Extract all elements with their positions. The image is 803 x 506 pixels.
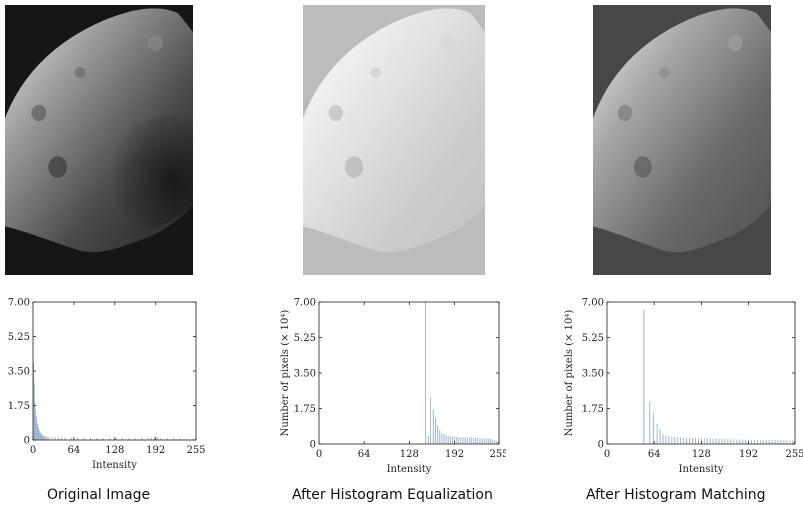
x-tick-label: 128 xyxy=(400,449,419,460)
x-tick-label: 255 xyxy=(489,449,506,460)
y-tick-label: 1.75 xyxy=(582,404,604,415)
x-tick-label: 64 xyxy=(68,445,81,456)
y-tick-label: 0 xyxy=(310,440,316,451)
x-tick-label: 0 xyxy=(604,449,610,460)
y-axis-label: Number of pixels (× 10⁴) xyxy=(280,310,291,437)
plot-frame xyxy=(318,301,500,445)
caption-after-matching: After Histogram Matching xyxy=(586,487,766,503)
x-tick-label: 255 xyxy=(186,445,205,456)
histogram-original-chart: 0 64 128 192 255 0 1.75 3.50 5.25 7.00 Intensity xyxy=(8,298,206,472)
plot-frame xyxy=(32,301,197,441)
x-axis-label: Intensity xyxy=(92,460,137,471)
x-tick-label: 128 xyxy=(692,449,711,460)
x-axis-label: Intensity xyxy=(679,464,724,475)
equalized-moon xyxy=(303,8,485,253)
x-tick-label: 64 xyxy=(648,449,661,460)
y-tick-label: 0 xyxy=(598,440,604,451)
y-axis-label: Number of pixels (× 10⁴) xyxy=(564,310,575,437)
x-tick-label: 0 xyxy=(30,445,36,456)
x-tick-label: 192 xyxy=(445,449,464,460)
y-tick-label: 5.25 xyxy=(582,333,604,344)
caption-original-image: Original Image xyxy=(47,487,151,503)
histogram-equalized-chart: 0 64 128 192 255 0 1.75 3.50 5.25 7.00 Intensity Nu… xyxy=(280,298,506,476)
x-tick-label: 0 xyxy=(316,449,322,460)
histogram-original: 0 64 128 192 255 0 1.75 3.50 5.25 7.00 Intensity xyxy=(0,292,210,482)
equalized-image xyxy=(303,5,485,275)
y-tick-label: 3.50 xyxy=(294,369,316,380)
histogram-matched-chart: 0 64 128 192 255 0 1.75 3.50 5.25 7.00 Intensity Nu… xyxy=(564,298,803,476)
y-tick-label: 5.25 xyxy=(294,333,316,344)
caption-after-equalization: After Histogram Equalization xyxy=(292,487,493,503)
plot-frame xyxy=(606,301,796,445)
x-tick-label: 192 xyxy=(146,445,165,456)
original-image xyxy=(5,5,193,275)
y-tick-label: 7.00 xyxy=(8,298,30,309)
x-axis-label: Intensity xyxy=(387,464,432,475)
y-tick-label: 3.50 xyxy=(582,369,604,380)
histogram-equalized: 0 64 128 192 255 0 1.75 3.50 5.25 7.00 Intensity Nu… xyxy=(276,292,506,482)
y-tick-label: 1.75 xyxy=(294,404,316,415)
x-tick-label: 64 xyxy=(358,449,371,460)
y-tick-label: 7.00 xyxy=(294,298,316,309)
matched-image xyxy=(593,5,771,275)
matched-moon xyxy=(593,8,771,253)
histogram-matched: 0 64 128 192 255 0 1.75 3.50 5.25 7.00 Intensity Nu… xyxy=(560,292,803,482)
y-tick-label: 5.25 xyxy=(8,332,30,343)
x-tick-label: 128 xyxy=(105,445,124,456)
y-tick-label: 7.00 xyxy=(582,298,604,309)
x-tick-label: 192 xyxy=(739,449,758,460)
y-tick-label: 3.50 xyxy=(8,367,30,378)
y-tick-label: 1.75 xyxy=(8,401,30,412)
y-tick-label: 0 xyxy=(24,436,30,447)
x-tick-label: 255 xyxy=(785,449,803,460)
